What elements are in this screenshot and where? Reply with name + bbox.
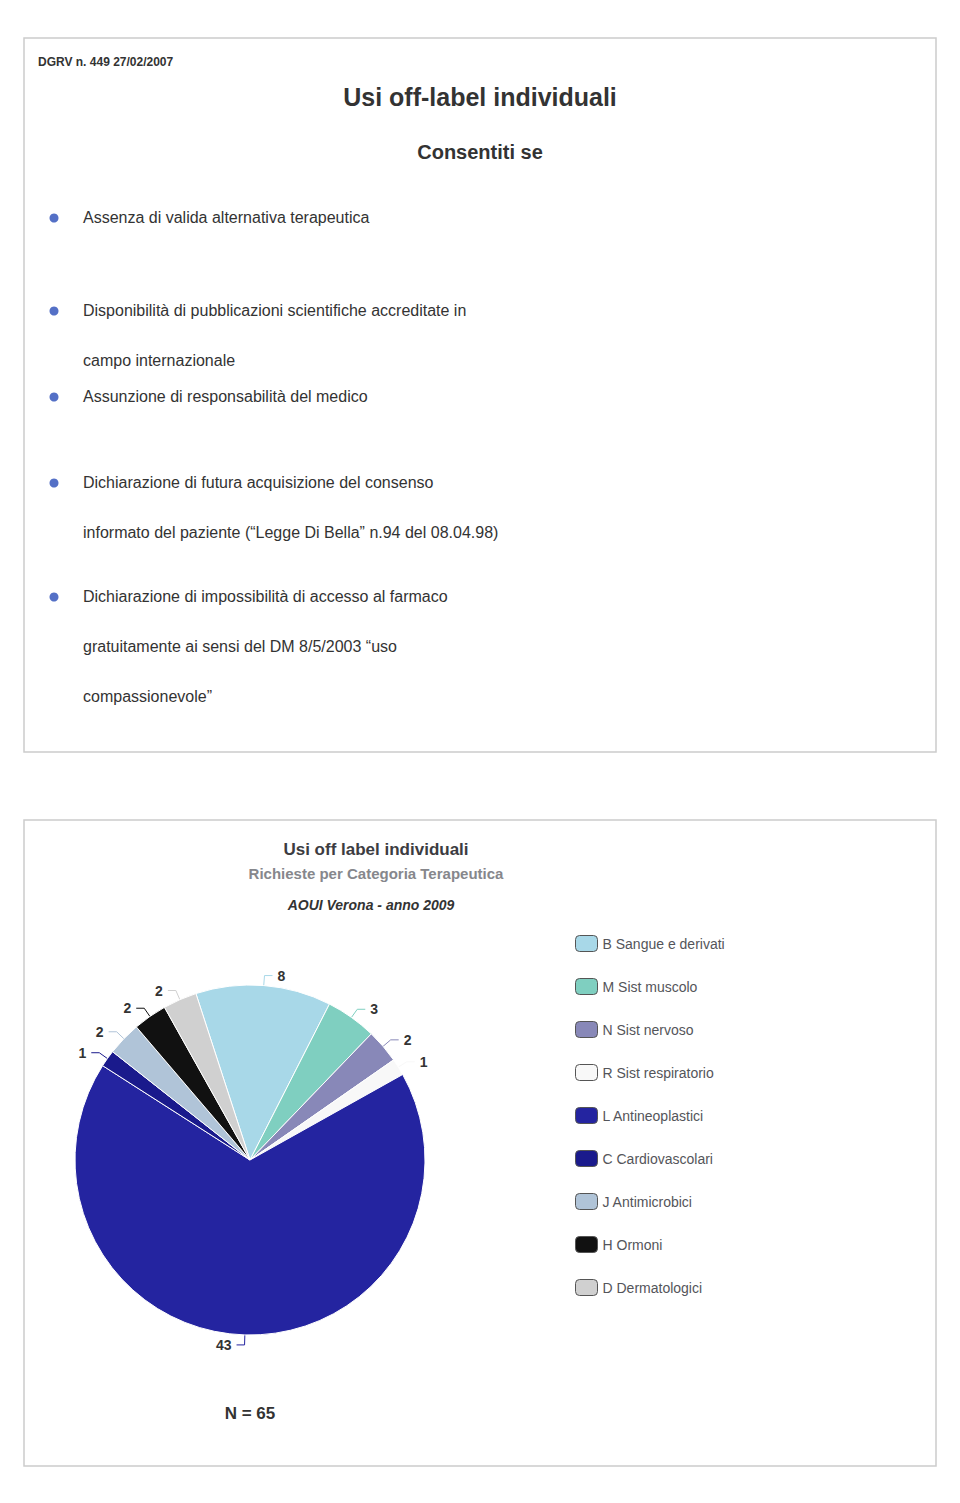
svg-text:Richieste per Categoria Terape: Richieste per Categoria Terapeutica	[249, 865, 504, 882]
svg-text:L Antineoplastici: L Antineoplastici	[603, 1108, 704, 1124]
svg-text:Assunzione di responsabilità d: Assunzione di responsabilità del medico	[83, 388, 368, 405]
svg-text:43: 43	[216, 1337, 232, 1353]
svg-text:H Ormoni: H Ormoni	[603, 1237, 663, 1253]
svg-text:Consentiti se: Consentiti se	[417, 141, 543, 163]
svg-text:B Sangue e derivati: B Sangue e derivati	[603, 936, 725, 952]
svg-text:compassionevole”: compassionevole”	[83, 688, 212, 705]
svg-text:campo internazionale: campo internazionale	[83, 352, 235, 369]
svg-text:Dichiarazione di impossibilità: Dichiarazione di impossibilità di access…	[83, 588, 448, 605]
svg-text:Assenza di valida alternativa: Assenza di valida alternativa terapeutic…	[83, 209, 369, 226]
svg-text:3: 3	[370, 1001, 378, 1017]
svg-text:C Cardiovascolari: C Cardiovascolari	[603, 1151, 713, 1167]
svg-text:D Dermatologici: D Dermatologici	[603, 1280, 703, 1296]
svg-text:2: 2	[404, 1032, 412, 1048]
svg-text:M Sist muscolo: M Sist muscolo	[603, 979, 698, 995]
svg-text:N Sist nervoso: N Sist nervoso	[603, 1022, 694, 1038]
svg-text:R Sist respiratorio: R Sist respiratorio	[603, 1065, 714, 1081]
svg-text:2: 2	[123, 1000, 131, 1016]
svg-text:J Antimicrobici: J Antimicrobici	[603, 1194, 692, 1210]
svg-text:Usi off label individuali: Usi off label individuali	[283, 840, 468, 859]
svg-text:gratuitamente ai sensi del DM: gratuitamente ai sensi del DM 8/5/2003 “…	[83, 638, 397, 655]
svg-text:1: 1	[78, 1045, 86, 1061]
svg-text:1: 1	[420, 1054, 428, 1070]
svg-text:Dichiarazione di futura acquis: Dichiarazione di futura acquisizione del…	[83, 474, 434, 491]
svg-text:informato del paziente (“Legge: informato del paziente (“Legge Di Bella”…	[83, 524, 498, 541]
svg-text:N = 65: N = 65	[225, 1404, 276, 1423]
svg-text:8: 8	[278, 968, 286, 984]
svg-text:2: 2	[96, 1024, 104, 1040]
svg-text:2: 2	[155, 983, 163, 999]
svg-text:Usi off-label individuali: Usi off-label individuali	[343, 83, 617, 111]
svg-text:AOUI Verona - anno 2009: AOUI Verona - anno 2009	[287, 897, 455, 913]
svg-text:Disponibilità di pubblicazioni: Disponibilità di pubblicazioni scientifi…	[83, 302, 466, 319]
svg-text:DGRV n. 449 27/02/2007: DGRV n. 449 27/02/2007	[38, 55, 174, 69]
